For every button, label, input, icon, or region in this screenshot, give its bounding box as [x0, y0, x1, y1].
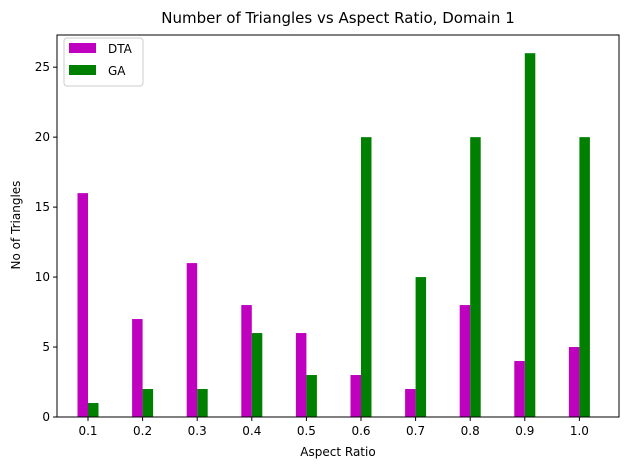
x-tick-label: 0.2	[133, 424, 152, 438]
x-tick-label: 1.0	[570, 424, 589, 438]
bar-dta-0.3	[186, 263, 198, 417]
bar-ga-0.2	[142, 389, 154, 417]
y-tick-label: 10	[35, 270, 50, 284]
bar-dta-0.1	[77, 193, 88, 417]
bar-ga-0.5	[306, 375, 317, 417]
x-tick-label: 0.3	[188, 424, 207, 438]
x-tick-label: 0.8	[461, 424, 480, 438]
y-tick-label: 15	[35, 200, 50, 214]
x-tick-label: 0.6	[351, 424, 370, 438]
chart-title: Number of Triangles vs Aspect Ratio, Dom…	[161, 9, 515, 27]
bar-dta-0.4	[241, 305, 252, 417]
bar-dta-0.7	[405, 389, 416, 417]
bar-ga-1.0	[579, 137, 590, 417]
bar-dta-1.0	[568, 347, 580, 417]
bar-ga-0.9	[524, 53, 536, 417]
y-axis-label: No of Triangles	[9, 181, 23, 270]
y-tick-label: 20	[35, 130, 50, 144]
bars-group	[77, 53, 590, 417]
bar-ga-0.3	[197, 389, 208, 417]
x-tick-label: 0.1	[78, 424, 97, 438]
bar-ga-0.1	[88, 403, 99, 417]
x-tick-label: 0.4	[242, 424, 261, 438]
legend-label-dta: DTA	[108, 42, 133, 56]
bar-dta-0.2	[132, 319, 143, 417]
x-ticks: 0.1 0.2 0.3 0.4 0.5 0.6 0.7 0.8 0.9 1.0	[78, 417, 589, 438]
bar-ga-0.7	[415, 277, 427, 417]
y-tick-label: 25	[35, 60, 50, 74]
x-tick-label: 0.5	[297, 424, 316, 438]
y-tick-label: 0	[42, 410, 50, 424]
bar-ga-0.4	[251, 333, 263, 417]
legend: DTA GA	[63, 37, 144, 87]
y-tick-label: 5	[42, 340, 50, 354]
bar-dta-0.6	[350, 375, 361, 417]
bar-dta-0.8	[459, 305, 471, 417]
plot-frame	[56, 34, 620, 418]
legend-swatch-dta	[69, 43, 96, 53]
legend-label-ga: GA	[108, 64, 126, 78]
bar-dta-0.5	[295, 333, 307, 417]
legend-swatch-ga	[69, 65, 96, 75]
x-tick-label: 0.9	[515, 424, 534, 438]
y-ticks: 0 5 10 15 20 25	[35, 60, 57, 424]
x-tick-label: 0.7	[406, 424, 425, 438]
bar-dta-0.9	[514, 361, 525, 417]
bar-ga-0.6	[361, 137, 372, 417]
bar-ga-0.8	[470, 137, 481, 417]
x-axis-label: Aspect Ratio	[300, 445, 375, 459]
